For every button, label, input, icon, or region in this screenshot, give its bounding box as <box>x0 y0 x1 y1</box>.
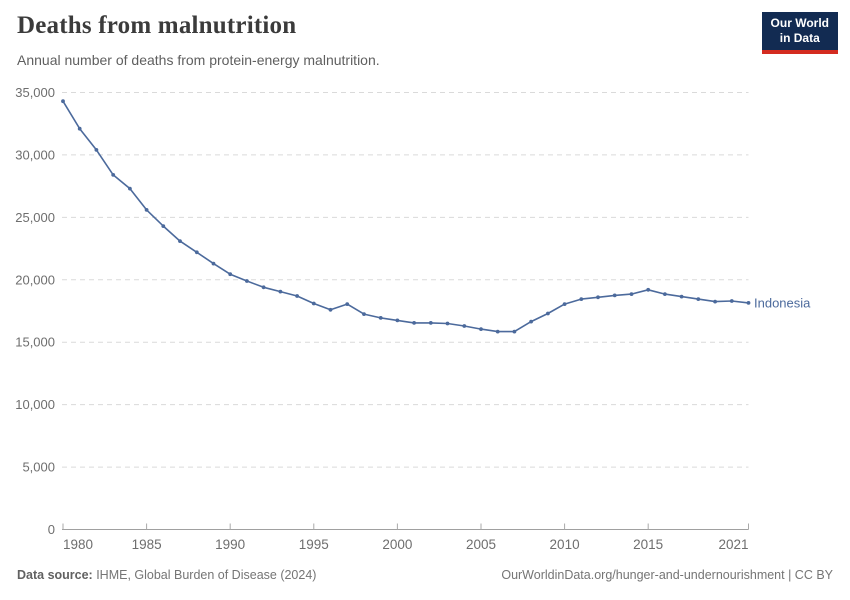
owid-logo-line2: in Data <box>779 31 820 45</box>
x-tick-label: 1990 <box>215 537 245 552</box>
chart-subtitle: Annual number of deaths from protein-ene… <box>17 52 380 68</box>
data-point[interactable] <box>462 324 467 328</box>
data-point[interactable] <box>161 224 166 229</box>
data-source-note: Data source: IHME, Global Burden of Dise… <box>17 568 316 582</box>
data-point[interactable] <box>245 279 249 283</box>
y-tick-label: 10,000 <box>15 397 55 412</box>
x-tick-label: 1995 <box>299 537 329 552</box>
y-tick-label: 0 <box>48 522 55 537</box>
x-tick-label: 2015 <box>633 537 663 552</box>
x-tick-label: 1980 <box>63 537 93 552</box>
data-point[interactable] <box>311 301 316 306</box>
x-tick-label: 2005 <box>466 537 496 552</box>
data-point[interactable] <box>729 299 734 303</box>
x-tick-label: 2021 <box>718 537 748 552</box>
data-point[interactable] <box>178 239 182 244</box>
x-tick-label: 2000 <box>382 537 412 552</box>
y-tick-label: 15,000 <box>15 335 55 350</box>
x-tick-label: 1985 <box>132 537 162 552</box>
data-point[interactable] <box>629 292 634 296</box>
data-point[interactable] <box>77 126 82 131</box>
data-point[interactable] <box>529 319 533 324</box>
data-point[interactable] <box>94 148 99 152</box>
data-point[interactable] <box>211 261 216 266</box>
data-point[interactable] <box>144 208 149 212</box>
series-label-indonesia: Indonesia <box>754 295 811 310</box>
data-point[interactable] <box>111 173 116 177</box>
y-tick-label: 30,000 <box>15 147 55 162</box>
data-source-value: IHME, Global Burden of Disease (2024) <box>96 568 317 582</box>
page-title: Deaths from malnutrition <box>17 12 297 39</box>
data-point[interactable] <box>479 327 483 331</box>
data-point[interactable] <box>579 297 584 301</box>
data-point[interactable] <box>228 272 233 277</box>
data-point[interactable] <box>512 329 517 334</box>
credit-note: OurWorldinData.org/hunger-and-undernouri… <box>501 568 833 582</box>
data-point[interactable] <box>646 287 651 292</box>
data-point[interactable] <box>378 316 383 320</box>
data-point[interactable] <box>428 321 433 325</box>
data-point[interactable] <box>445 321 450 326</box>
data-point[interactable] <box>746 301 751 305</box>
y-tick-label: 25,000 <box>15 210 55 225</box>
data-point[interactable] <box>596 295 600 300</box>
data-source-label: Data source: <box>17 568 97 582</box>
data-point[interactable] <box>495 329 500 334</box>
data-point[interactable] <box>713 299 717 304</box>
data-point[interactable] <box>194 250 199 255</box>
y-tick-label: 20,000 <box>15 272 55 287</box>
data-point[interactable] <box>61 99 65 104</box>
data-point[interactable] <box>679 294 684 299</box>
owid-logo-line1: Our World <box>770 16 829 30</box>
data-point[interactable] <box>395 318 400 323</box>
data-point[interactable] <box>278 289 283 294</box>
data-point[interactable] <box>362 312 366 316</box>
data-point[interactable] <box>696 297 701 301</box>
data-point[interactable] <box>412 321 416 325</box>
data-point[interactable] <box>328 307 333 312</box>
data-point[interactable] <box>127 186 132 191</box>
y-tick-label: 35,000 <box>15 85 55 100</box>
data-point[interactable] <box>562 302 567 306</box>
owid-logo[interactable]: Our World in Data <box>761 12 838 54</box>
y-tick-label: 5,000 <box>22 460 55 475</box>
data-point[interactable] <box>345 302 350 306</box>
line-series-indonesia <box>62 100 750 333</box>
data-point[interactable] <box>261 285 266 290</box>
x-tick-label: 2010 <box>550 537 580 552</box>
data-point[interactable] <box>295 294 299 298</box>
data-point[interactable] <box>663 292 667 296</box>
data-point[interactable] <box>612 293 617 298</box>
chart-footer: Data source: IHME, Global Burden of Dise… <box>17 568 833 582</box>
data-point[interactable] <box>546 311 550 316</box>
